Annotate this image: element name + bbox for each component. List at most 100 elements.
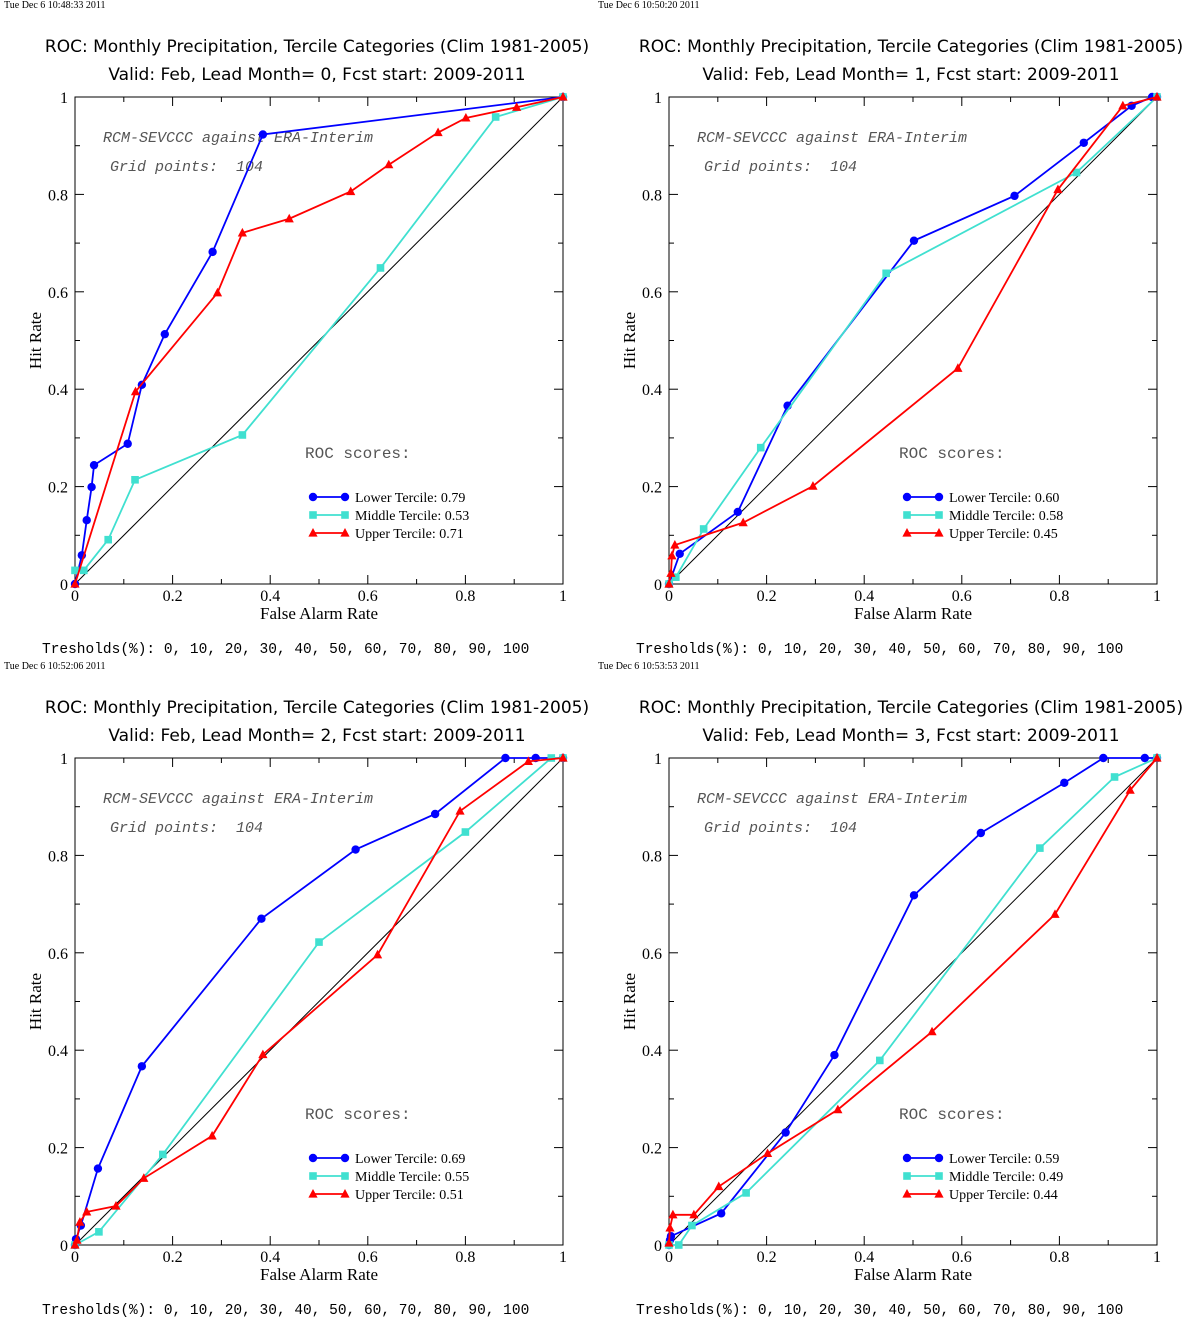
no-skill-diagonal: [74, 96, 564, 585]
data-point: [523, 756, 533, 766]
x-tick-label: 0.4: [260, 588, 280, 605]
x-tick-label: 0.8: [455, 1249, 475, 1266]
data-point: [714, 1181, 724, 1191]
y-tick-label: 0.2: [48, 1141, 68, 1158]
data-point: [433, 127, 443, 137]
legend-marker: [308, 492, 318, 502]
model-annotation: RCM-SEVCCC against ERA-Interim: [103, 130, 373, 147]
chart-title: ROC: Monthly Precipitation, Tercile Cate…: [44, 698, 590, 718]
data-point: [137, 1062, 147, 1071]
data-point: [238, 431, 247, 439]
data-point: [87, 482, 96, 492]
y-tick-label: 0.2: [642, 480, 662, 497]
model-annotation: RCM-SEVCCC against ERA-Interim: [697, 791, 967, 808]
chart-subtitle: Valid: Feb, Lead Month= 0, Fcst start: 2…: [108, 65, 526, 85]
data-point: [258, 130, 268, 139]
x-tick-label: 1: [1153, 1249, 1161, 1266]
legend-label: Upper Tercile: 0.44: [949, 1188, 1058, 1203]
data-point: [95, 1228, 103, 1236]
data-point: [666, 1232, 676, 1241]
y-tick-label: 0.6: [48, 285, 68, 302]
data-point: [71, 566, 79, 575]
roc-panel-4: Tue Dec 6 10:53:53 2011 ROC: Monthly Prec…: [594, 661, 1187, 1322]
y-axis-label: Hit Rate: [26, 973, 45, 1030]
roc-panel-1: Tue Dec 6 10:48:33 2011 ROC: Monthly Prec…: [0, 0, 594, 661]
legend-marker: [934, 1153, 944, 1163]
roc-scores-heading: ROC scores:: [899, 1106, 1005, 1124]
data-point: [733, 507, 743, 517]
data-point: [699, 525, 708, 533]
x-axis-label: False Alarm Rate: [259, 1265, 379, 1284]
legend-marker: [934, 1189, 944, 1198]
chart-subtitle: Valid: Feb, Lead Month= 1, Fcst start: 2…: [702, 65, 1120, 85]
x-tick-label: 0.4: [854, 588, 874, 605]
data-point: [376, 264, 385, 272]
legend-marker: [308, 1189, 318, 1198]
x-tick-label: 0: [665, 1249, 673, 1266]
data-point: [70, 1240, 80, 1249]
legend-label: Middle Tercile: 0.49: [949, 1170, 1063, 1185]
data-point: [89, 460, 99, 470]
legend-entry: Lower Tercile: 0.60: [902, 491, 1059, 506]
chart-title: ROC: Monthly Precipitation, Tercile Cate…: [638, 698, 1184, 718]
data-point: [1050, 909, 1060, 918]
x-tick-label: 1: [559, 588, 567, 605]
x-tick-label: 0: [71, 588, 79, 605]
data-point: [501, 753, 510, 763]
grid-points-annotation: Grid points: 104: [110, 820, 263, 837]
y-tick-label: 0: [60, 577, 68, 594]
x-tick-label: 0.8: [1049, 588, 1069, 605]
timestamp: Tue Dec 6 10:50:20 2011: [598, 0, 700, 11]
data-point: [159, 1150, 167, 1159]
y-tick-label: 0.2: [642, 1141, 662, 1158]
chart-title: ROC: Monthly Precipitation, Tercile Cate…: [638, 37, 1184, 57]
data-point: [1036, 844, 1044, 852]
legend-entry: Upper Tercile: 0.71: [308, 527, 464, 542]
y-tick-label: 0.8: [48, 848, 68, 865]
legend-marker: [903, 511, 911, 519]
thresholds-note: Tresholds(%): 0, 10, 20, 30, 40, 50, 60,…: [636, 642, 1124, 658]
y-tick-label: 0.6: [642, 946, 662, 963]
legend-marker: [340, 528, 350, 537]
x-tick-label: 0.8: [1049, 1249, 1069, 1266]
chart-subtitle: Valid: Feb, Lead Month= 3, Fcst start: 2…: [702, 726, 1120, 746]
y-axis-label: Hit Rate: [620, 312, 639, 369]
thresholds-note: Tresholds(%): 0, 10, 20, 30, 40, 50, 60,…: [42, 1303, 530, 1319]
legend-marker: [935, 511, 943, 519]
legend-entry: Middle Tercile: 0.49: [903, 1170, 1063, 1185]
x-axis-label: False Alarm Rate: [853, 1265, 973, 1284]
data-point: [664, 579, 674, 588]
roc-plot: 00 0.2 0.2 0.4 0.4 0.6 0.6 0.8 0.8 1 1 RCM-SEVCCC a…: [26, 90, 568, 605]
series-line: [75, 96, 564, 572]
y-tick-label: 0.8: [642, 187, 662, 204]
legend-label: Upper Tercile: 0.51: [355, 1188, 464, 1203]
y-tick-label: 1: [654, 90, 662, 107]
data-point: [909, 891, 919, 900]
data-point: [1152, 92, 1162, 101]
y-tick-label: 0: [654, 1238, 662, 1255]
data-point: [547, 754, 556, 762]
roc-scores-heading: ROC scores:: [899, 445, 1005, 463]
x-axis-label: False Alarm Rate: [259, 604, 379, 623]
data-point: [665, 1222, 675, 1232]
series-upper-tercile: [664, 753, 1162, 1247]
roc-plot: 00 0.2 0.2 0.4 0.4 0.6 0.6 0.8 0.8 1 1 RCM-SEVCCC a…: [620, 751, 1162, 1266]
series-upper-tercile: [664, 92, 1162, 588]
data-point: [512, 102, 522, 111]
data-point: [558, 92, 568, 101]
y-tick-label: 1: [654, 751, 662, 768]
data-point: [1152, 753, 1162, 762]
roc-scores-heading: ROC scores:: [305, 445, 411, 463]
thresholds-note: Tresholds(%): 0, 10, 20, 30, 40, 50, 60,…: [636, 1303, 1124, 1319]
data-point: [1125, 785, 1135, 794]
legend-marker: [309, 511, 317, 519]
y-tick-label: 0.8: [642, 848, 662, 865]
series-lower-tercile: [664, 753, 1162, 1250]
chart-subtitle: Valid: Feb, Lead Month= 2, Fcst start: 2…: [108, 726, 526, 746]
data-point: [882, 269, 890, 278]
data-point: [93, 1164, 103, 1173]
data-point: [1140, 753, 1149, 763]
data-point: [79, 566, 88, 575]
data-point: [909, 236, 919, 245]
data-point: [208, 247, 217, 257]
